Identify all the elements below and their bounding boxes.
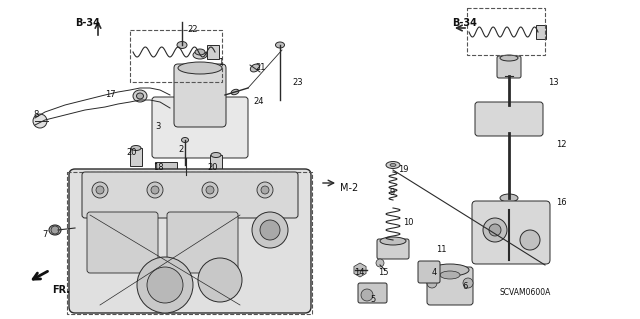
Text: 3: 3: [155, 122, 161, 131]
Text: 7: 7: [42, 230, 47, 239]
Ellipse shape: [386, 161, 400, 168]
Circle shape: [33, 114, 47, 128]
Text: 12: 12: [556, 140, 566, 149]
Text: 17: 17: [105, 90, 116, 99]
Text: 6: 6: [462, 282, 467, 291]
Text: 5: 5: [370, 295, 375, 304]
Ellipse shape: [178, 62, 222, 74]
Ellipse shape: [136, 93, 143, 99]
Ellipse shape: [177, 41, 187, 48]
Text: 20: 20: [126, 148, 136, 157]
Circle shape: [376, 259, 384, 267]
Circle shape: [151, 186, 159, 194]
Ellipse shape: [380, 237, 406, 245]
Text: 8: 8: [33, 110, 38, 119]
Circle shape: [206, 186, 214, 194]
Circle shape: [361, 289, 373, 301]
Text: 21: 21: [255, 63, 266, 72]
FancyBboxPatch shape: [497, 56, 521, 78]
Text: 14: 14: [354, 268, 365, 277]
Text: 16: 16: [556, 198, 566, 207]
Text: 20: 20: [207, 163, 218, 172]
Bar: [467, 8, 545, 55]
Text: 23: 23: [292, 78, 303, 87]
Circle shape: [147, 182, 163, 198]
Bar: [155, 162, 177, 170]
Ellipse shape: [182, 137, 189, 143]
FancyBboxPatch shape: [69, 169, 311, 313]
Circle shape: [261, 186, 269, 194]
Text: 11: 11: [436, 245, 447, 254]
Text: 9: 9: [390, 188, 396, 197]
Circle shape: [463, 278, 473, 288]
Circle shape: [260, 220, 280, 240]
Bar: [210, 155, 222, 173]
FancyBboxPatch shape: [427, 267, 473, 305]
Circle shape: [92, 182, 108, 198]
FancyBboxPatch shape: [358, 283, 387, 303]
Text: 13: 13: [548, 78, 559, 87]
Ellipse shape: [231, 89, 239, 95]
Circle shape: [147, 267, 183, 303]
Ellipse shape: [131, 145, 141, 151]
Text: 18: 18: [153, 163, 164, 172]
FancyBboxPatch shape: [167, 212, 238, 273]
FancyBboxPatch shape: [87, 212, 158, 273]
FancyBboxPatch shape: [152, 97, 248, 158]
Bar: [130, 30, 222, 82]
Ellipse shape: [133, 90, 147, 102]
Text: 19: 19: [398, 165, 408, 174]
Ellipse shape: [431, 264, 469, 276]
Ellipse shape: [500, 194, 518, 202]
Circle shape: [198, 258, 242, 302]
Ellipse shape: [500, 55, 518, 61]
Circle shape: [137, 257, 193, 313]
Text: 10: 10: [403, 218, 413, 227]
FancyBboxPatch shape: [174, 64, 226, 127]
Ellipse shape: [211, 152, 221, 158]
Ellipse shape: [390, 164, 396, 167]
Text: 15: 15: [378, 268, 388, 277]
Text: SCVAM0600A: SCVAM0600A: [500, 288, 552, 297]
Ellipse shape: [49, 225, 61, 235]
Text: 1: 1: [218, 58, 223, 67]
Circle shape: [257, 182, 273, 198]
Text: 2: 2: [178, 145, 183, 154]
Ellipse shape: [440, 271, 460, 279]
Bar: [130, 148, 142, 166]
Bar: [536, 25, 546, 39]
Circle shape: [520, 230, 540, 250]
Circle shape: [427, 278, 437, 288]
Circle shape: [252, 212, 288, 248]
Ellipse shape: [250, 64, 260, 72]
FancyBboxPatch shape: [418, 261, 440, 283]
Circle shape: [51, 226, 59, 234]
Ellipse shape: [193, 51, 207, 59]
FancyBboxPatch shape: [377, 239, 409, 259]
Ellipse shape: [275, 42, 285, 48]
FancyBboxPatch shape: [475, 102, 543, 136]
Circle shape: [489, 224, 501, 236]
FancyBboxPatch shape: [82, 172, 298, 218]
Ellipse shape: [195, 49, 205, 55]
Text: M-2: M-2: [340, 183, 358, 193]
Text: 4: 4: [432, 268, 437, 277]
Circle shape: [96, 186, 104, 194]
Text: B-34: B-34: [75, 18, 100, 28]
Text: FR.: FR.: [52, 285, 70, 295]
Text: B-34: B-34: [452, 18, 477, 28]
Text: 24: 24: [253, 97, 264, 106]
Bar: [207, 45, 219, 59]
Text: 22: 22: [187, 25, 198, 34]
Bar: [67, 172, 312, 314]
Circle shape: [483, 218, 507, 242]
Circle shape: [202, 182, 218, 198]
FancyBboxPatch shape: [472, 201, 550, 264]
